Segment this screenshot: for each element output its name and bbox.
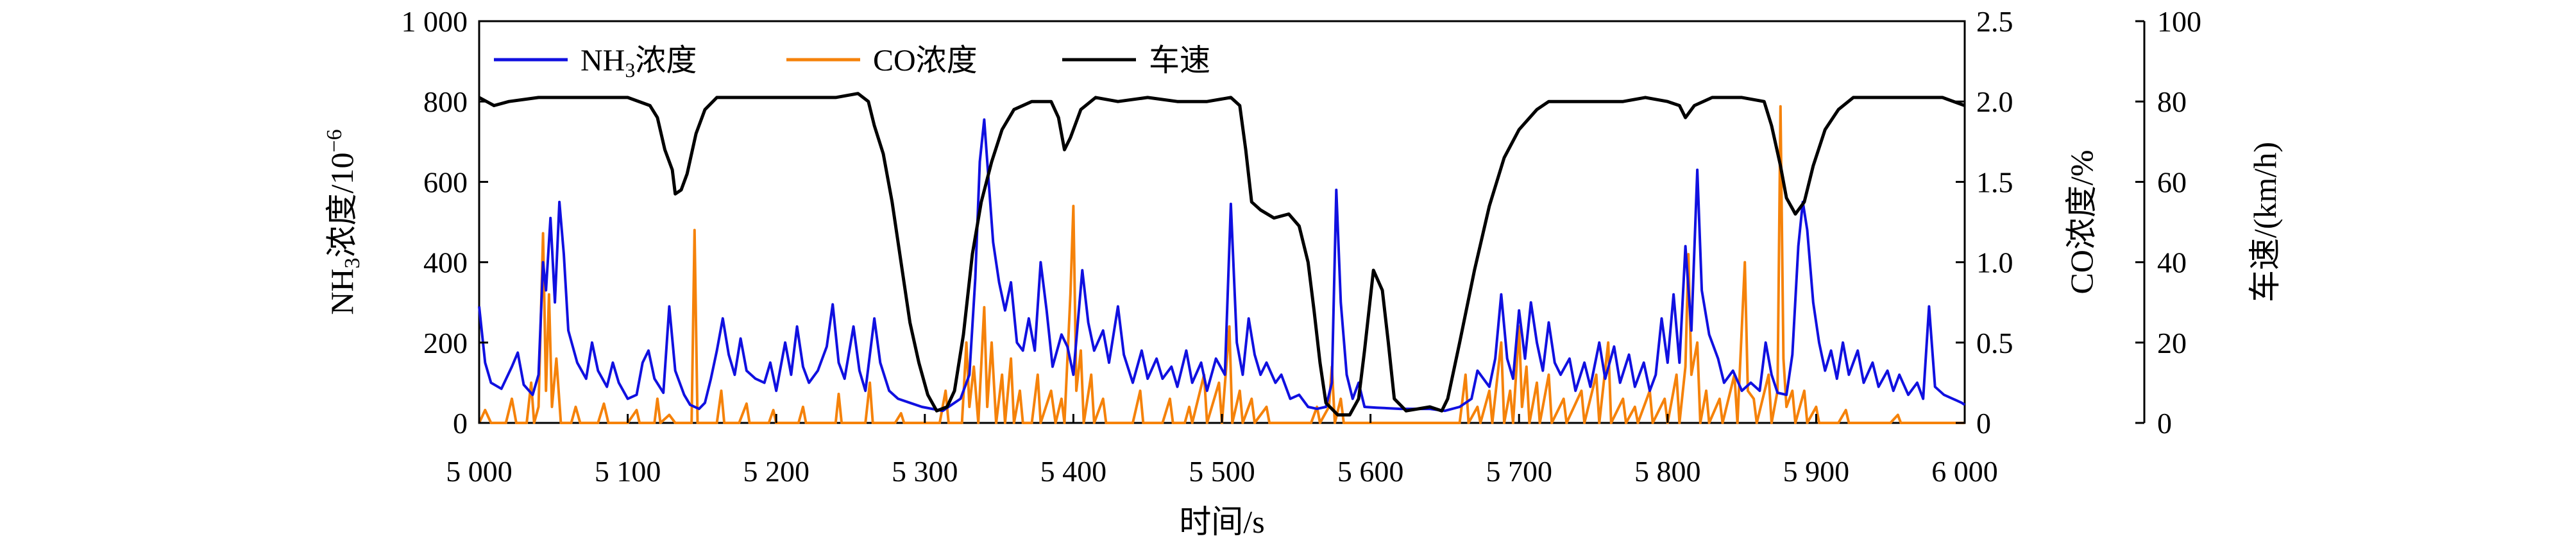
speed-axis-tick-label: 40 [2157,246,2187,279]
legend-label-nh3: NH3浓度 [580,44,697,82]
speed-axis-tick-label: 0 [2157,407,2172,440]
x-tick-label: 5 000 [446,455,513,488]
speed-axis-tick-label: 60 [2157,166,2187,198]
nh3-axis-title-main: NH [324,268,360,314]
x-tick-label: 5 400 [1040,455,1107,488]
nh3-axis-title-sub: 3 [341,257,364,268]
nh3-axis-tick-label: 400 [423,246,468,279]
ticks-layer [478,20,2144,424]
x-tick-label: 5 900 [1783,455,1850,488]
x-tick-label: 6 000 [1931,455,1998,488]
co-axis-title: CO浓度/% [2063,150,2099,295]
x-tick-label: 5 300 [892,455,958,488]
legend-label-nh3-rest: 浓度 [635,44,697,78]
legend-label-nh3-main: NH [580,44,625,78]
nh3-axis-tick-label: 600 [423,166,468,198]
series-layer [478,92,1966,424]
co-axis-tick-label: 0 [1976,407,1991,440]
plot-frame [478,20,1966,424]
speed-axis-tick-label: 100 [2157,5,2201,38]
nh3-axis-tick-label: 1 000 [402,5,468,38]
nh3-axis-title-rest: 浓度/10 [324,153,360,258]
nh3-axis-tick-label: 200 [423,327,468,359]
series-line-co [478,105,1965,424]
co-axis-tick-label: 1.5 [1976,166,2013,198]
x-tick-label: 5 800 [1634,455,1701,488]
tick-labels-layer: 5 000 5 100 5 200 5 300 5 400 5 500 5 600 5 700… [402,5,2202,488]
co-axis-tick-label: 2.0 [1976,85,2013,118]
nh3-axis-title: NH3浓度/10−6 [323,129,364,314]
series-line-speed [478,92,1965,416]
nh3-axis-title-sup: −6 [323,129,346,152]
x-tick-label: 5 100 [595,455,661,488]
speed-axis-tick-label: 20 [2157,327,2187,359]
co-axis-tick-label: 2.5 [1976,5,2013,38]
legend-label-co: CO浓度 [873,44,978,78]
legend-label-speed: 车速 [1149,44,1210,78]
legend-label-nh3-sub: 3 [625,58,635,82]
x-axis-title: 时间/s [1179,504,1264,540]
x-tick-label: 5 700 [1486,455,1552,488]
series-line-nh3 [478,118,1966,413]
nh3-axis-tick-label: 800 [423,85,468,118]
co-axis-tick-label: 0.5 [1976,327,2013,359]
speed-axis-title: 车速/(km/h) [2247,142,2283,302]
x-tick-label: 5 200 [743,455,809,488]
speed-axis-tick-label: 80 [2157,85,2187,118]
x-tick-label: 5 600 [1337,455,1404,488]
co-axis-tick-label: 1.0 [1976,246,2013,279]
x-tick-label: 5 500 [1189,455,1255,488]
nh3-axis-tick-label: 0 [453,407,468,440]
legend: NH3浓度 CO浓度 车速 [494,44,1210,82]
